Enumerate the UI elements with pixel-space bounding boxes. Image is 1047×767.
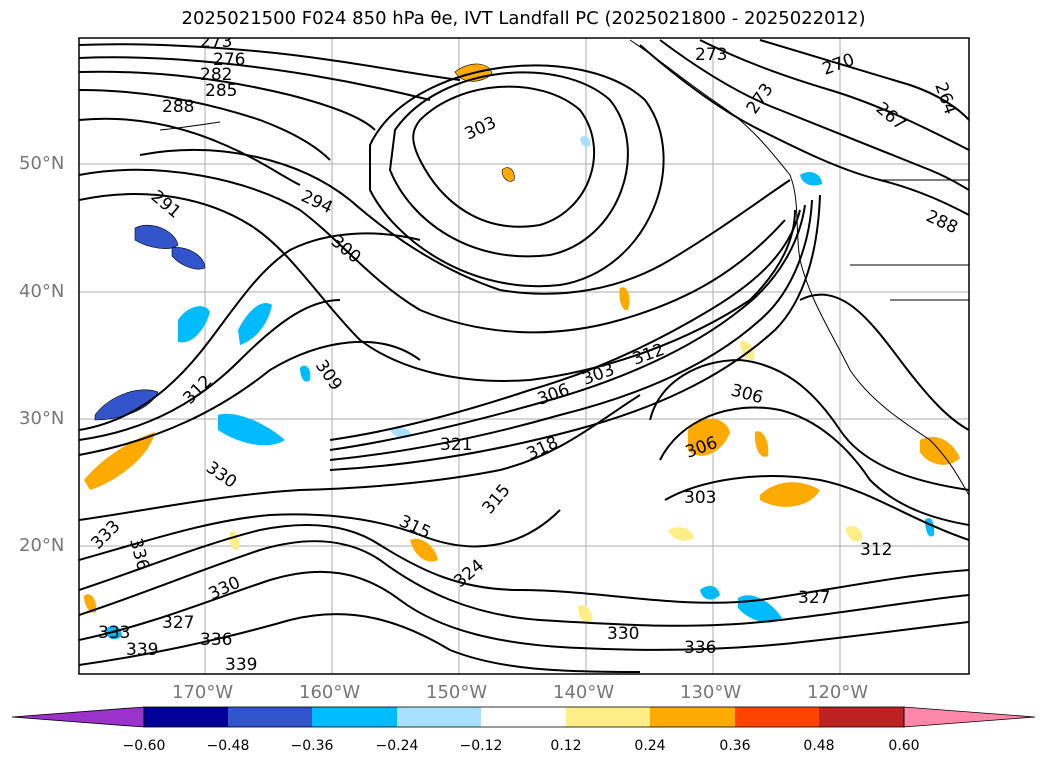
lat-label: 50°N [19,153,65,174]
contour-label: 336 [200,630,232,650]
coastline [159,39,969,496]
map-content: 273 276 282 285 288 291 294 300 303 309 … [79,32,969,675]
contour-label: 303 [684,488,716,508]
contour-label: 333 [98,623,130,643]
contour-label: 282 [200,65,232,85]
colorbar-bin [735,707,819,727]
lon-label: 170°W [172,682,234,703]
lon-label: 160°W [299,682,361,703]
colorbar-tick: −0.60 [122,738,166,754]
colorbar-bin [650,707,735,727]
colorbar-tick: −0.36 [290,738,334,754]
contour-label: 339 [225,655,257,675]
colorbar-overflow [903,706,1036,728]
lon-label: 140°W [553,682,615,703]
lon-label: 130°W [680,682,742,703]
colorbar-bin [144,707,228,727]
pc-negative-areas [94,135,935,640]
colorbar-tick: 0.12 [550,738,582,754]
theta-e-contours [79,39,969,673]
colorbar-bin [481,707,566,727]
colorbar-bin [312,707,397,727]
colorbar-bin [397,707,481,727]
colorbar-bin [228,707,312,727]
colorbar-tick: −0.12 [459,738,503,754]
contour-label: 288 [162,97,194,117]
contour-label: 285 [205,81,237,101]
plot-area [79,38,969,674]
colorbar-tick: −0.24 [375,738,419,754]
lat-label: 40°N [19,281,65,302]
contour-label: 273 [200,32,232,52]
lon-label: 120°W [807,682,869,703]
colorbar-tick: 0.60 [888,738,920,754]
colorbar-underflow [11,706,145,728]
contour-label: 330 [607,624,639,644]
lat-label: 20°N [19,535,65,556]
contour-label: 336 [684,638,716,658]
map-title: 2025021500 F024 850 hPa θe, IVT Landfall… [181,8,866,29]
colorbar-bin [566,707,650,727]
contour-label: 276 [213,50,245,70]
colorbar-tick: 0.36 [719,738,751,754]
lat-label: 30°N [19,408,65,429]
lon-label: 150°W [426,682,488,703]
pc-positive-areas [84,63,960,624]
plot-frame [78,37,970,675]
contour-label: 321 [440,435,472,455]
colorbar-tick: −0.48 [206,738,250,754]
colorbar-bin [819,707,904,727]
colorbar-tick: 0.48 [803,738,835,754]
colorbar-tick: 0.24 [634,738,666,754]
contour-label: 339 [126,640,158,660]
contour-label: 312 [860,540,892,560]
colorbar [11,706,1036,728]
contour-label: 327 [798,588,830,608]
contour-label: 273 [695,45,727,65]
contour-label: 327 [162,613,194,633]
